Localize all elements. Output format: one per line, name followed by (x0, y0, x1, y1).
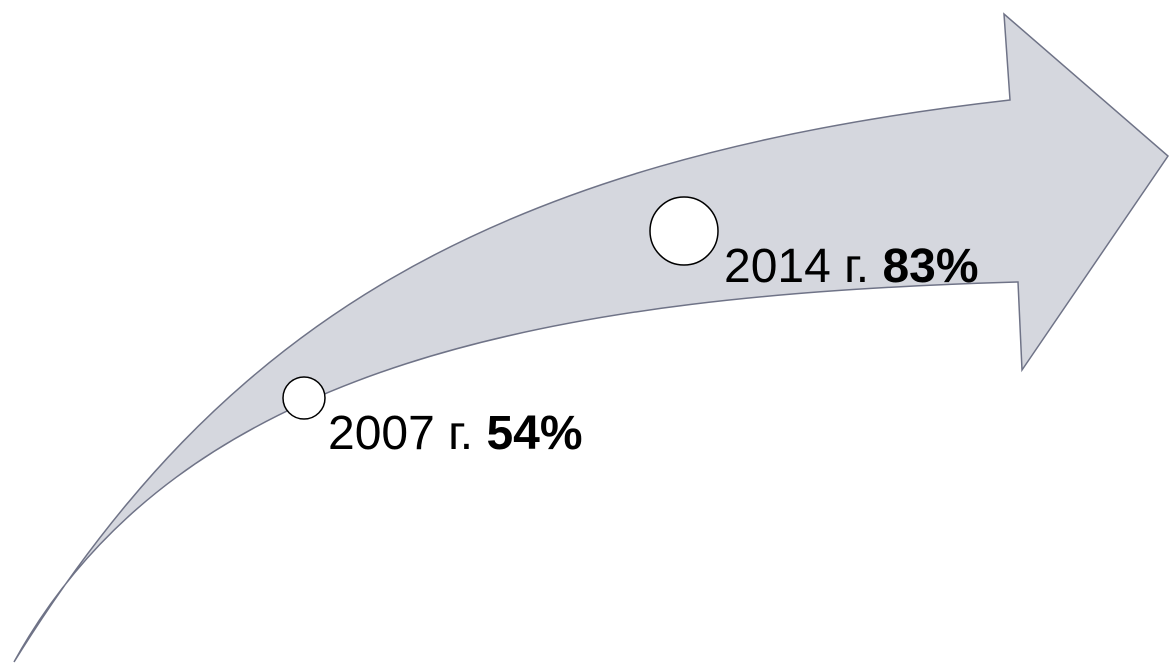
milestone-label-2007: 2007 г. 54% (328, 410, 583, 458)
milestone-year-2007: 2007 г. (328, 407, 474, 460)
curved-arrow-shape (13, 12, 1169, 663)
milestone-marker-2014 (649, 196, 719, 266)
milestone-label-2014: 2014 г. 83% (724, 243, 979, 291)
milestone-value-2014: 83% (882, 240, 979, 293)
milestone-year-2014: 2014 г. (724, 240, 870, 293)
milestone-marker-2007 (282, 376, 326, 420)
milestone-value-2007: 54% (486, 407, 583, 460)
